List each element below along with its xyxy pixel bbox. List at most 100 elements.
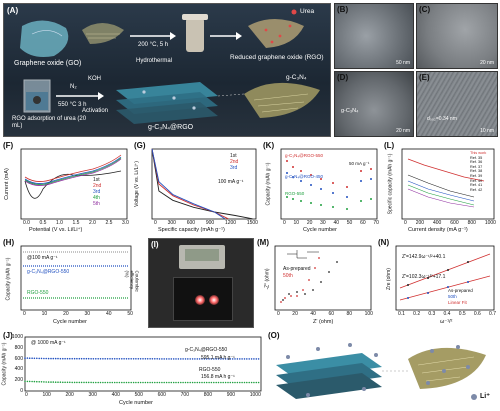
gcn-sheet-icon bbox=[244, 82, 320, 118]
data-point bbox=[95, 381, 97, 384]
data-point bbox=[248, 381, 250, 384]
data-point bbox=[205, 358, 208, 360]
data-point bbox=[222, 381, 224, 384]
y-tick-label: 0 bbox=[20, 388, 23, 394]
data-point bbox=[54, 357, 57, 360]
data-point bbox=[130, 358, 132, 360]
data-point bbox=[64, 381, 66, 384]
step2-condition: 550 °C 3 h bbox=[58, 102, 87, 108]
scale-bar-label: 50 nm bbox=[396, 60, 410, 66]
y-axis-label: Capacity (mAh g⁻¹) bbox=[1, 342, 8, 386]
panel-label: (N) bbox=[378, 238, 390, 247]
x-axis-label: Potential (V vs. Li/Li⁺) bbox=[29, 227, 83, 233]
data-point bbox=[59, 381, 62, 383]
data-point bbox=[215, 381, 217, 384]
y-axis-label: Voltage (V vs. Li/Li⁺) bbox=[133, 161, 140, 207]
rgo-sheet-icon bbox=[248, 19, 304, 48]
data-point bbox=[71, 381, 73, 384]
data-point bbox=[187, 381, 189, 384]
data-point bbox=[236, 381, 239, 384]
display-icon bbox=[185, 249, 219, 261]
li-ion-dot-icon bbox=[426, 345, 470, 385]
panel-f: (F) 0.0 0.5 1.0 1.5 2.0 2.5 3.0 Potential (V v… bbox=[3, 141, 131, 235]
x-tick-labels: 0.0 0.5 1.0 1.5 2.0 2.5 3.0 bbox=[23, 220, 129, 226]
data-point bbox=[59, 357, 62, 360]
data-point bbox=[73, 357, 76, 360]
data-point bbox=[239, 358, 241, 360]
data-point bbox=[170, 358, 173, 360]
data-point bbox=[52, 381, 55, 383]
panel-h: (H) 0 10 20 30 40 50 Cycle number Capacity (m… bbox=[3, 238, 145, 328]
data-point bbox=[189, 358, 191, 360]
data-point bbox=[246, 358, 248, 360]
data-point bbox=[113, 358, 116, 360]
data-point bbox=[43, 381, 45, 383]
x-axis-label: Z' (ohm) bbox=[313, 319, 334, 325]
data-point bbox=[154, 381, 156, 384]
data-point bbox=[121, 358, 123, 360]
data-point bbox=[180, 358, 182, 360]
data-point bbox=[170, 381, 173, 384]
data-point bbox=[116, 358, 118, 360]
data-point bbox=[90, 381, 92, 384]
data-point bbox=[128, 358, 130, 360]
legend: 1st 2nd 3rd 4th 5th bbox=[93, 177, 102, 207]
data-point bbox=[154, 358, 156, 360]
data-point bbox=[106, 381, 109, 384]
data-point bbox=[109, 358, 111, 360]
data-point bbox=[87, 381, 90, 384]
beaker-icon bbox=[23, 79, 51, 113]
data-point bbox=[168, 381, 170, 384]
y-axis-label: Current (mA) bbox=[3, 168, 10, 200]
data-point bbox=[144, 381, 147, 384]
data-point bbox=[76, 357, 78, 360]
x-axis-label: Specific capacity (mAh g⁻¹) bbox=[158, 227, 225, 233]
data-point bbox=[210, 358, 213, 360]
y-tick-label: 200 bbox=[14, 377, 23, 384]
panel-label: (J) bbox=[3, 331, 13, 340]
data-point bbox=[255, 381, 258, 384]
composite-stack-icon bbox=[116, 82, 218, 124]
data-point bbox=[71, 357, 73, 360]
legend: As-prepared 50th bbox=[283, 266, 311, 279]
data-point bbox=[85, 357, 88, 360]
li-ion-schematic bbox=[276, 343, 486, 400]
led-glow-icon bbox=[209, 295, 219, 305]
data-point bbox=[50, 381, 52, 383]
panel-label: (G) bbox=[134, 141, 146, 150]
data-point bbox=[76, 381, 78, 384]
data-point bbox=[236, 358, 239, 360]
panel-label: (A) bbox=[7, 6, 19, 15]
data-point bbox=[151, 358, 154, 360]
data-point bbox=[203, 358, 206, 360]
data-point bbox=[156, 358, 158, 360]
data-point bbox=[203, 381, 206, 384]
x-tick-labels: 0 20 40 60 80 100 bbox=[277, 311, 373, 317]
data-point bbox=[24, 357, 26, 359]
data-point bbox=[196, 358, 199, 360]
rate-plot bbox=[280, 148, 378, 220]
series-points bbox=[286, 172, 372, 198]
y-tick-labels: 0 200 400 600 800 1000 bbox=[3, 331, 25, 409]
data-point bbox=[57, 381, 59, 383]
data-point bbox=[255, 358, 258, 360]
step1-method: Hydrothermal bbox=[136, 58, 173, 64]
series-label: g-C₃N₄@RGO-550 bbox=[285, 153, 323, 158]
li-ion-dot-icon bbox=[286, 343, 378, 397]
data-point bbox=[36, 357, 38, 360]
y-axis-label: -Z'' (ohm) bbox=[264, 268, 271, 290]
series-points bbox=[286, 160, 372, 188]
nyquist-plot bbox=[274, 245, 372, 311]
x-axis-label: Current density (mA g⁻¹) bbox=[408, 227, 468, 233]
data-point bbox=[54, 381, 57, 383]
data-point bbox=[95, 358, 97, 360]
current-density-note: @ 1000 mA g⁻¹ bbox=[31, 340, 66, 346]
data-point bbox=[250, 381, 253, 384]
x-tick-labels: 0 200 400 600 800 1000 bbox=[404, 220, 496, 226]
data-point bbox=[47, 381, 50, 383]
panel-label: (E) bbox=[419, 73, 430, 82]
data-point bbox=[118, 358, 121, 360]
data-point bbox=[78, 381, 81, 384]
schematic-art bbox=[20, 9, 320, 124]
